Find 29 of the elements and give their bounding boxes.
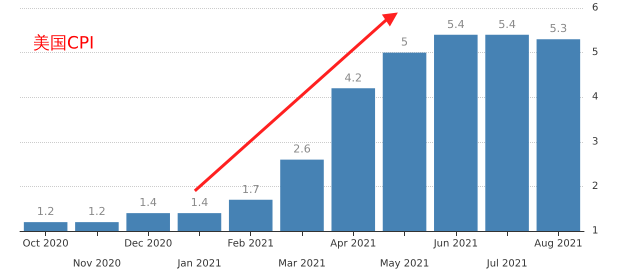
- x-tick-label: Nov 2020: [72, 258, 121, 270]
- x-tick-label: Oct 2020: [22, 238, 69, 250]
- y-tick-label: 2: [592, 180, 598, 192]
- x-tick-label: May 2021: [380, 258, 430, 270]
- data-label: 1.4: [139, 196, 157, 210]
- x-tick-label: Jul 2021: [486, 258, 528, 270]
- x-tick-label: Feb 2021: [228, 238, 274, 250]
- y-tick-label: 5: [592, 47, 598, 58]
- data-label: 1.2: [36, 205, 54, 218]
- x-tick-label: Dec 2020: [124, 238, 172, 250]
- text: 美国CPI: [33, 34, 94, 54]
- data-label: 5: [401, 36, 408, 49]
- y-tick-label: 6: [592, 2, 598, 14]
- x-tick-label: Aug 2021: [534, 238, 582, 250]
- data-label: 5.4: [498, 18, 516, 31]
- y-tick-label: 4: [592, 92, 598, 103]
- data-label: 4.2: [344, 71, 362, 84]
- data-label: 2.6: [293, 142, 311, 156]
- data-label: 5.4: [447, 18, 465, 31]
- y-tick-label: 1: [592, 226, 598, 236]
- x-tick-label: Jan 2021: [176, 258, 222, 270]
- data-label: 1.2: [88, 205, 106, 218]
- data-label: 1.7: [242, 182, 260, 196]
- y-tick-label: 3: [592, 136, 598, 148]
- x-tick-label: Mar 2021: [278, 258, 326, 270]
- x-tick-label: Apr 2021: [330, 238, 376, 250]
- data-label: 5.3: [550, 22, 568, 36]
- data-label: 1.4: [190, 196, 208, 210]
- x-tick-label: Jun 2021: [432, 238, 478, 250]
